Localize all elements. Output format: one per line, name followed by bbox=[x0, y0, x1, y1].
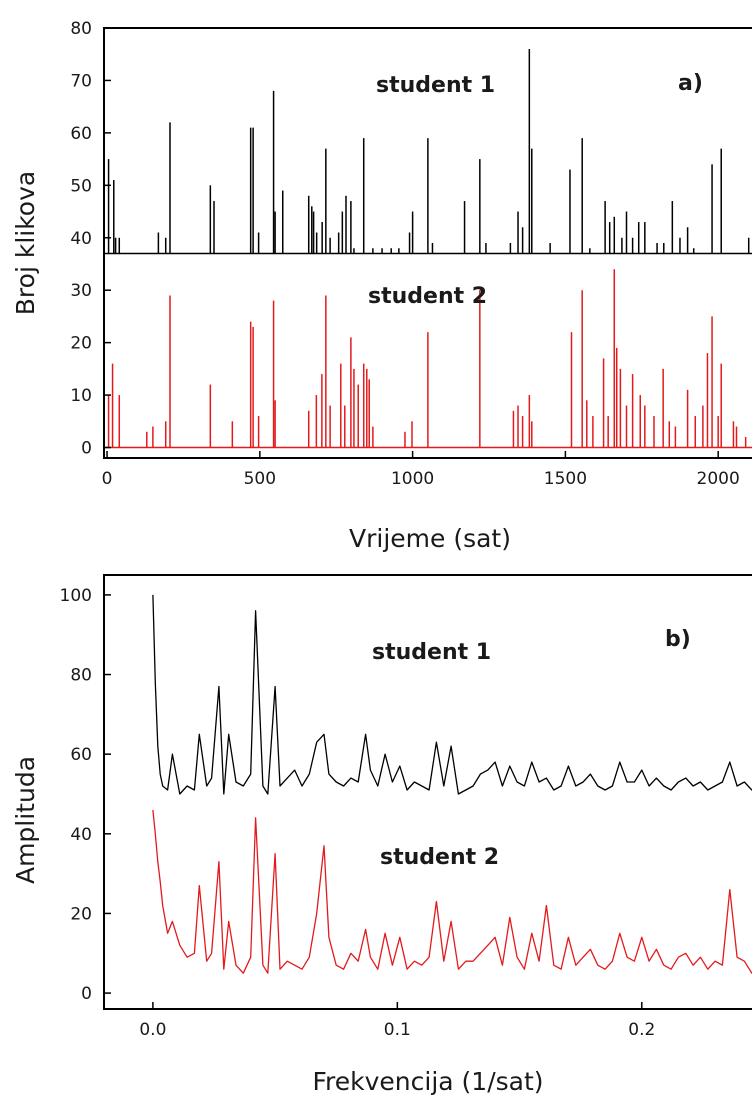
panel-a-x-tick-label: 1000 bbox=[391, 469, 434, 489]
panel-a-x-tick-label: 0 bbox=[102, 469, 113, 489]
panel-a-student2-annotation: student 2 bbox=[368, 284, 487, 309]
panel-a-plot-area bbox=[104, 48, 752, 449]
panel-b-y-tick-label: 20 bbox=[70, 904, 92, 924]
panel-b-x-axis-label: Frekvencija (1/sat) bbox=[312, 1067, 543, 1096]
panel-b-series-1-line bbox=[152, 594, 752, 795]
panel-b-y-tick-label: 60 bbox=[70, 745, 92, 765]
panel-b-series-group bbox=[152, 594, 752, 974]
panel-a-y-tick-label: 50 bbox=[70, 176, 92, 196]
panel-b-y-tick-label: 100 bbox=[60, 586, 92, 606]
panel-b-frame bbox=[103, 574, 752, 1010]
panel-b-y-tick-label: 40 bbox=[70, 825, 92, 845]
panel-b-axes: 0 20 40 60 80 100 0.0 0.1 0.2 bbox=[60, 586, 656, 1040]
panel-a-x-tick-label: 2000 bbox=[697, 469, 740, 489]
panel-a-series-group bbox=[104, 48, 752, 449]
panel-a-x-tick-label: 500 bbox=[244, 469, 276, 489]
panel-b-label: b) bbox=[665, 627, 691, 652]
panel-a-y-tick-label: 20 bbox=[70, 334, 92, 354]
panel-a-axes: 0 10 20 30 40 50 60 70 80 0 500 1000 1500 2000 bbox=[70, 19, 739, 489]
panel-b-series-2-line bbox=[152, 809, 752, 974]
panel-a-frame bbox=[103, 27, 752, 459]
panel-a-y-axis-label: Broj klikova bbox=[11, 171, 40, 315]
panel-a-y-tick-label: 30 bbox=[70, 281, 92, 301]
panel-a-x-tick-label: 1500 bbox=[544, 469, 587, 489]
panel-a-label: a) bbox=[678, 71, 703, 96]
panel-b-y-tick-label: 80 bbox=[70, 666, 92, 686]
panel-b-student2-annotation: student 2 bbox=[380, 845, 499, 870]
panel-a-y-tick-label: 0 bbox=[81, 439, 92, 459]
panel-b-x-tick-label: 0.1 bbox=[384, 1020, 411, 1040]
panel-b-student1-annotation: student 1 bbox=[372, 640, 491, 665]
panel-a-y-tick-label: 80 bbox=[70, 19, 92, 39]
panel-a: 0 10 20 30 40 50 60 70 80 0 500 1000 1500 2000 Vrijem… bbox=[11, 19, 752, 553]
panel-b-plot-area bbox=[152, 594, 752, 974]
panel-b-y-tick-label: 0 bbox=[81, 984, 92, 1004]
panel-a-y-tick-label: 70 bbox=[70, 71, 92, 91]
panel-a-y-tick-label: 60 bbox=[70, 124, 92, 144]
panel-b-y-axis-label: Amplituda bbox=[11, 756, 40, 884]
panel-a-x-axis-label: Vrijeme (sat) bbox=[349, 524, 511, 553]
panel-b: 0 20 40 60 80 100 0.0 0.1 0.2 Frekvencija (1/sat… bbox=[11, 574, 752, 1096]
panel-a-student1-annotation: student 1 bbox=[376, 73, 495, 98]
panel-b-x-tick-label: 0.0 bbox=[139, 1020, 166, 1040]
panel-b-x-tick-label: 0.2 bbox=[628, 1020, 655, 1040]
panel-a-y-tick-label: 40 bbox=[70, 229, 92, 249]
panel-a-y-tick-label: 10 bbox=[70, 386, 92, 406]
